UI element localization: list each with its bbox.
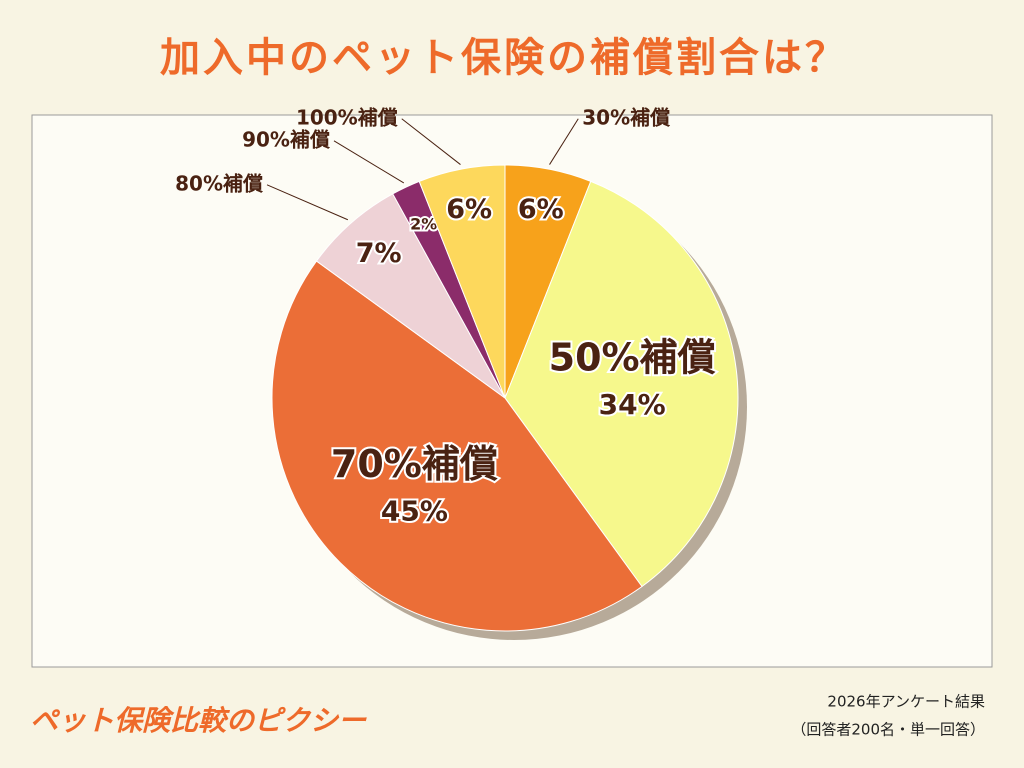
brand: ペット保険比較のピクシー	[30, 704, 367, 737]
slice-percent: 45%	[381, 495, 448, 528]
leader-line	[401, 118, 461, 165]
leader-line	[333, 140, 405, 184]
slice-percent: 6%	[446, 194, 492, 225]
slice-name: 50%補償	[549, 335, 716, 379]
pie-slice	[418, 164, 506, 399]
slice-name: 70%補償	[331, 442, 498, 486]
footer-respondents: （回答者200名・単一回答）	[791, 721, 985, 739]
slice-name: 90%補償	[242, 127, 331, 151]
slice-percent: 7%	[356, 238, 402, 269]
slice-percent: 34%	[599, 388, 666, 421]
pie-slice	[504, 180, 739, 588]
footer-note: 2026年アンケート結果	[827, 693, 985, 711]
pie: 6% 30%補償 50%補償 34% 70%補償 45% 7% 80%補償 2% 90%補償 6% 1…	[175, 105, 747, 640]
slice-name: 80%補償	[175, 171, 264, 195]
slice-percent: 6%	[518, 194, 564, 225]
pie-slice	[315, 193, 506, 399]
pie-slice	[271, 260, 643, 632]
slice-percent: 2%	[410, 215, 437, 234]
chart-title: 加入中のペット保険の補償割合は？	[160, 35, 848, 81]
slice-name: 100%補償	[296, 105, 399, 129]
leader-line	[266, 184, 349, 221]
slice-name: 30%補償	[582, 105, 671, 129]
leader-line	[549, 118, 579, 165]
